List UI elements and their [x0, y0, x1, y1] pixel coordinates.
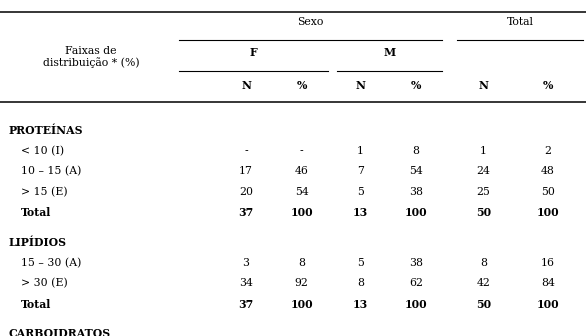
Text: 8: 8 — [480, 258, 487, 268]
Text: 100: 100 — [537, 207, 559, 218]
Text: 17: 17 — [239, 166, 253, 176]
Text: 7: 7 — [357, 166, 364, 176]
Text: 8: 8 — [298, 258, 305, 268]
Text: 92: 92 — [295, 279, 309, 288]
Text: PROTEÍNAS: PROTEÍNAS — [9, 125, 83, 136]
Text: 38: 38 — [409, 258, 423, 268]
Text: 37: 37 — [239, 299, 254, 309]
Text: > 30 (E): > 30 (E) — [21, 278, 67, 289]
Text: 50: 50 — [476, 207, 491, 218]
Text: %: % — [543, 80, 553, 91]
Text: 1: 1 — [480, 146, 487, 156]
Text: -: - — [244, 146, 248, 156]
Text: 62: 62 — [409, 279, 423, 288]
Text: 48: 48 — [541, 166, 555, 176]
Text: 3: 3 — [243, 258, 250, 268]
Text: 15 – 30 (A): 15 – 30 (A) — [21, 258, 81, 268]
Text: 8: 8 — [413, 146, 420, 156]
Text: 10 – 15 (A): 10 – 15 (A) — [21, 166, 81, 177]
Text: 100: 100 — [405, 207, 427, 218]
Text: N: N — [478, 80, 489, 91]
Text: Total: Total — [21, 207, 51, 218]
Text: 100: 100 — [537, 299, 559, 309]
Text: 5: 5 — [357, 187, 364, 197]
Text: 50: 50 — [541, 187, 555, 197]
Text: 46: 46 — [295, 166, 309, 176]
Text: F: F — [250, 47, 257, 57]
Text: 20: 20 — [239, 187, 253, 197]
Text: Sexo: Sexo — [297, 17, 324, 27]
Text: 13: 13 — [353, 299, 368, 309]
Text: 84: 84 — [541, 279, 555, 288]
Text: 25: 25 — [476, 187, 490, 197]
Text: 13: 13 — [353, 207, 368, 218]
Text: %: % — [411, 80, 421, 91]
Text: N: N — [355, 80, 366, 91]
Text: M: M — [384, 47, 396, 57]
Text: 54: 54 — [409, 166, 423, 176]
Text: 37: 37 — [239, 207, 254, 218]
Text: 100: 100 — [291, 299, 313, 309]
Text: 8: 8 — [357, 279, 364, 288]
Text: -: - — [300, 146, 304, 156]
Text: 38: 38 — [409, 187, 423, 197]
Text: 1: 1 — [357, 146, 364, 156]
Text: 2: 2 — [544, 146, 551, 156]
Text: 16: 16 — [541, 258, 555, 268]
Text: 42: 42 — [476, 279, 490, 288]
Text: Faixas de
distribuição * (%): Faixas de distribuição * (%) — [43, 46, 139, 69]
Text: 54: 54 — [295, 187, 309, 197]
Text: 50: 50 — [476, 299, 491, 309]
Text: %: % — [297, 80, 307, 91]
Text: Total: Total — [21, 299, 51, 309]
Text: 24: 24 — [476, 166, 490, 176]
Text: 100: 100 — [291, 207, 313, 218]
Text: > 15 (E): > 15 (E) — [21, 187, 67, 197]
Text: 5: 5 — [357, 258, 364, 268]
Text: 100: 100 — [405, 299, 427, 309]
Text: CARBOIDRATOS: CARBOIDRATOS — [9, 328, 111, 336]
Text: 34: 34 — [239, 279, 253, 288]
Text: LIPÍDIOS: LIPÍDIOS — [9, 237, 67, 248]
Text: N: N — [241, 80, 251, 91]
Text: Total: Total — [506, 17, 534, 27]
Text: < 10 (I): < 10 (I) — [21, 145, 64, 156]
